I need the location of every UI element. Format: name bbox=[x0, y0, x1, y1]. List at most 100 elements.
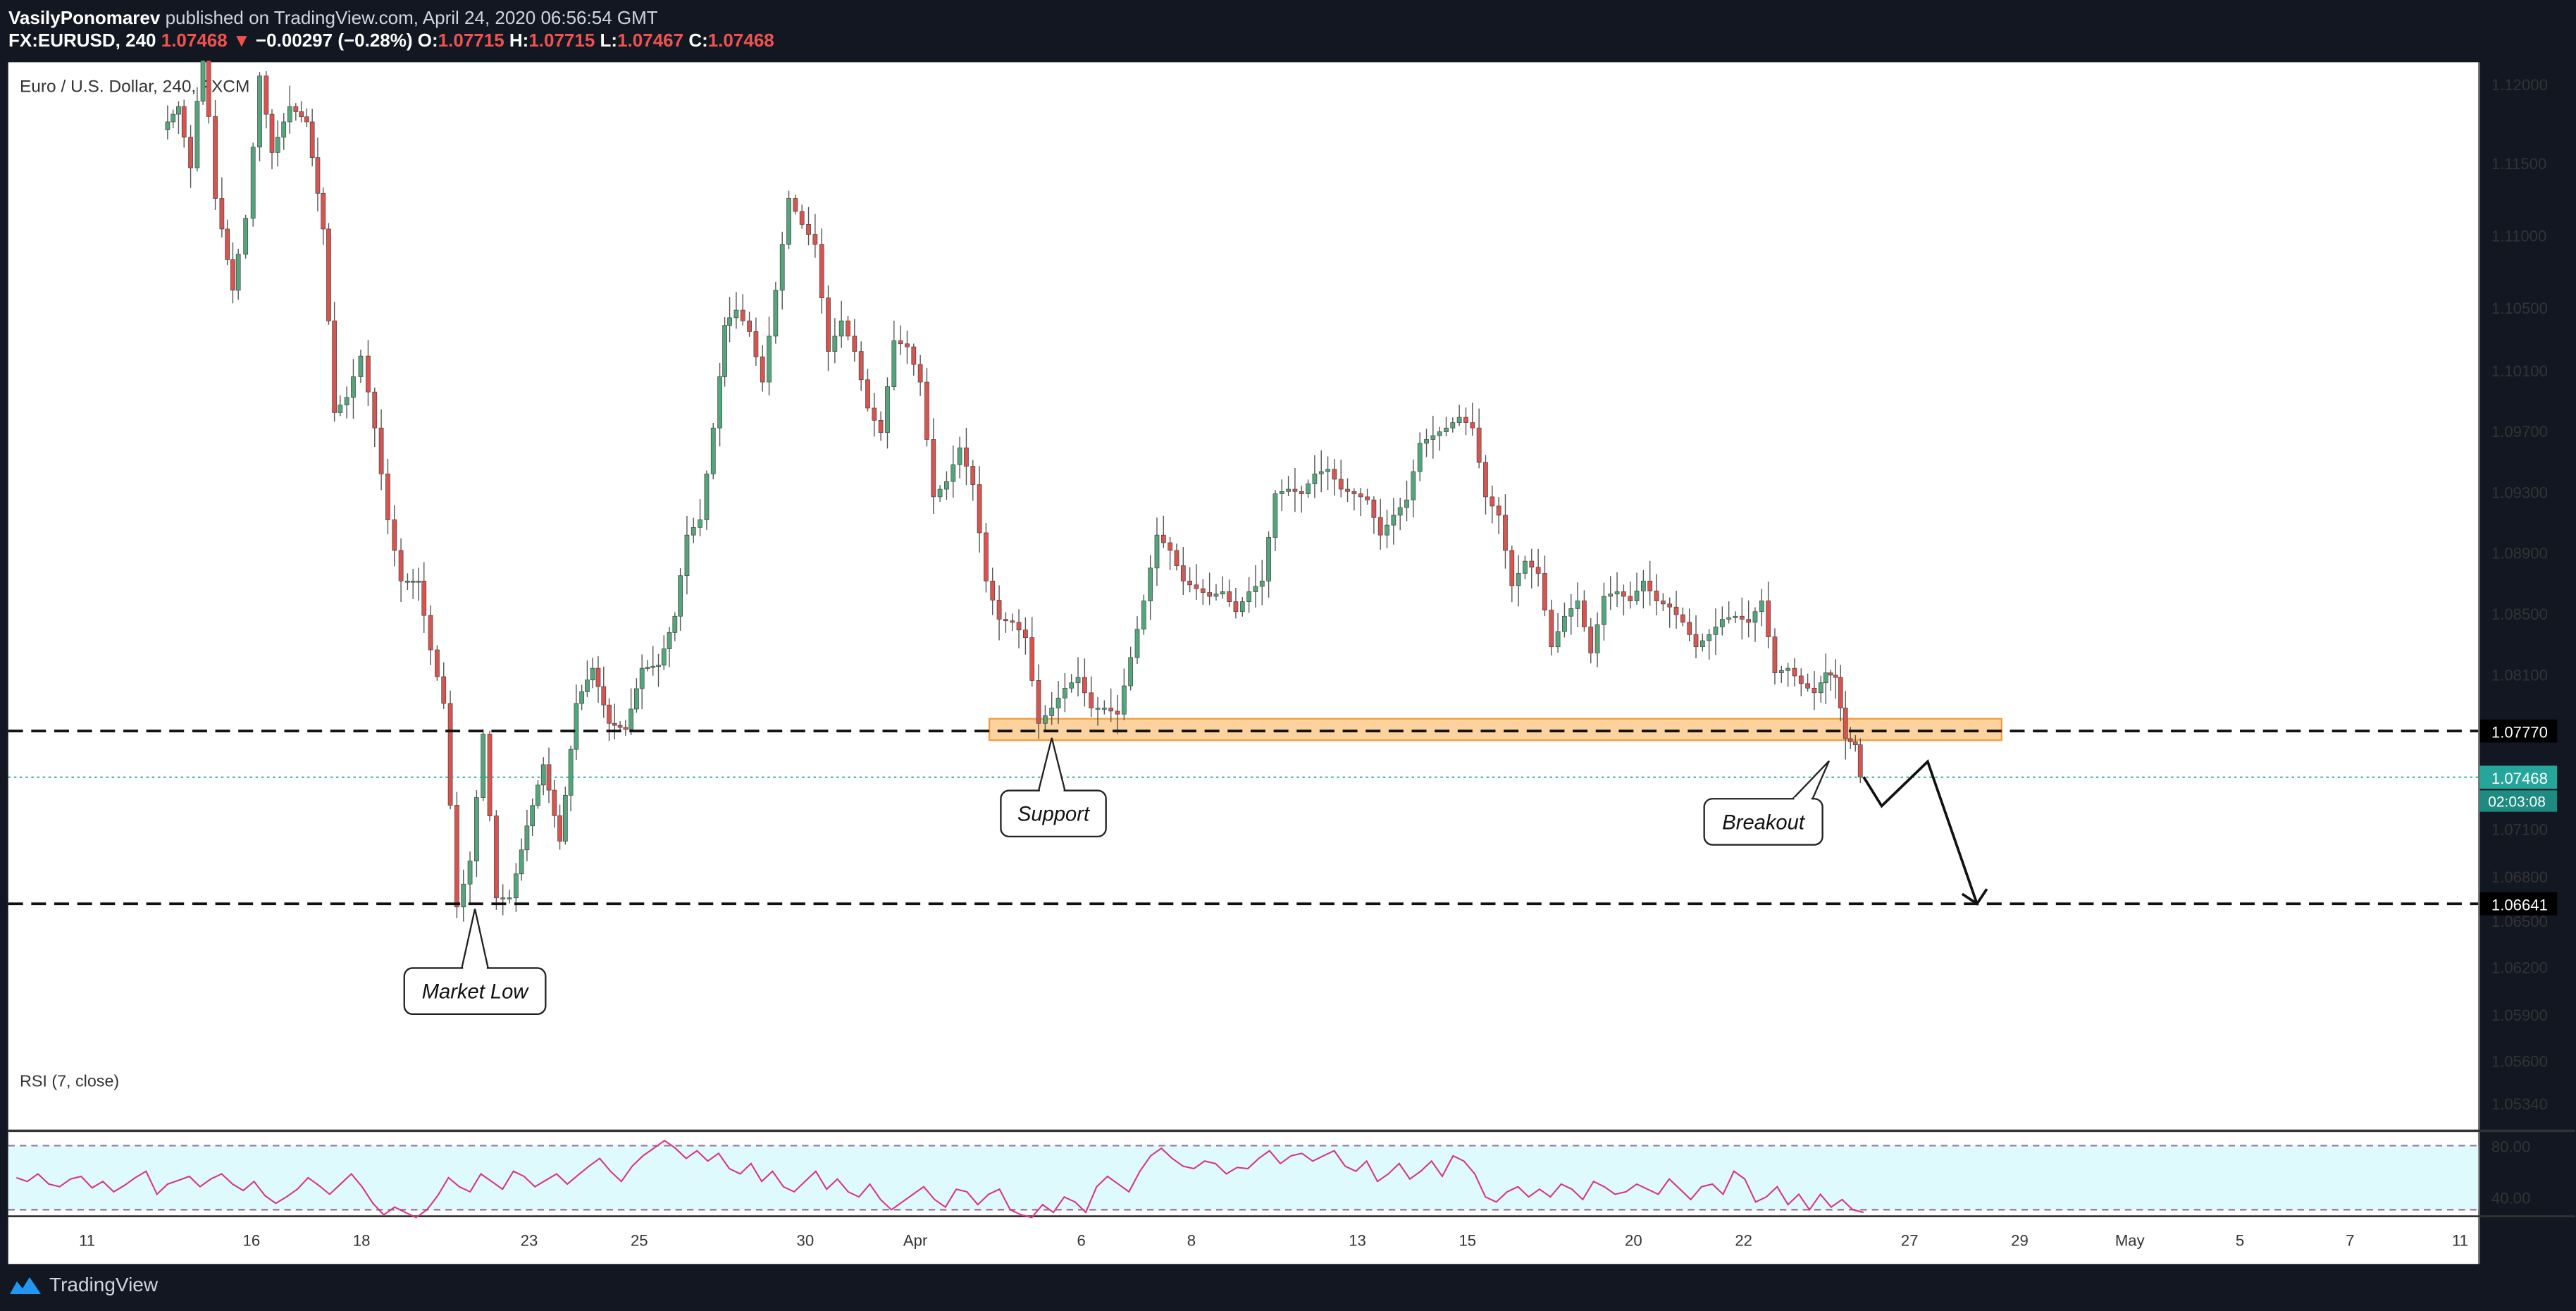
candle-body bbox=[984, 532, 989, 581]
candle-body bbox=[1509, 550, 1515, 586]
candle-body bbox=[428, 615, 433, 651]
candle-body bbox=[1568, 608, 1574, 617]
candle-body bbox=[990, 580, 996, 601]
candle-body bbox=[250, 147, 256, 219]
candle-body bbox=[740, 309, 745, 321]
time-tick-label: 11 bbox=[79, 1232, 95, 1250]
candle-body bbox=[513, 873, 519, 899]
candle-body bbox=[786, 198, 791, 245]
candle-body bbox=[661, 648, 667, 666]
candle-body bbox=[378, 427, 384, 474]
candle-body bbox=[1673, 606, 1679, 615]
breakout-callout: Breakout bbox=[1703, 760, 1831, 846]
price-tick-label: 1.05600 bbox=[2491, 1052, 2548, 1070]
candle-body bbox=[1444, 427, 1449, 432]
rsi-tick-label: 80.00 bbox=[2491, 1138, 2530, 1156]
candle-body bbox=[717, 376, 722, 429]
candle-body bbox=[181, 106, 187, 137]
candle-body bbox=[1312, 473, 1318, 484]
candle-body bbox=[917, 364, 923, 383]
price-tick-label: 1.10500 bbox=[2491, 300, 2548, 317]
candle-body bbox=[1082, 677, 1087, 694]
candle-body bbox=[1759, 601, 1764, 613]
candle-body bbox=[1253, 586, 1258, 592]
candle-body bbox=[1503, 515, 1508, 551]
candle-body bbox=[1318, 471, 1324, 474]
candle-body bbox=[1154, 534, 1160, 569]
candle-body bbox=[885, 386, 890, 433]
candle-body bbox=[1023, 629, 1028, 639]
candle-body bbox=[607, 704, 612, 724]
candle-body bbox=[225, 228, 230, 260]
brand[interactable]: TradingView bbox=[8, 1274, 158, 1296]
symbol-label[interactable]: FX:EURUSD, 240 bbox=[8, 30, 156, 51]
time-tick-label: 30 bbox=[797, 1232, 815, 1250]
level-price-label: 1.06641 bbox=[2491, 897, 2548, 914]
candle-body bbox=[372, 391, 378, 429]
high-value: 1.07715 bbox=[528, 30, 595, 51]
market-low-callout: Market Low bbox=[403, 909, 547, 1015]
candle-body bbox=[1621, 591, 1626, 597]
time-tick-label: 27 bbox=[1901, 1232, 1919, 1250]
candle-body bbox=[1128, 657, 1134, 687]
candle-body bbox=[1778, 670, 1784, 673]
candle-body bbox=[1332, 469, 1337, 480]
candle-body bbox=[1180, 565, 1186, 581]
candle-body bbox=[1660, 601, 1666, 605]
candle-body bbox=[1371, 499, 1377, 518]
candle-body bbox=[562, 794, 568, 842]
price-tick-label: 1.12000 bbox=[2491, 76, 2548, 94]
author-name[interactable]: VasilyPonomarev bbox=[8, 7, 161, 28]
footer-bar: TradingView bbox=[0, 1264, 2576, 1311]
candle-body bbox=[667, 632, 672, 649]
candle-body bbox=[1016, 622, 1022, 631]
candle-body bbox=[1483, 462, 1488, 498]
candle-body bbox=[1187, 580, 1193, 586]
candle-body bbox=[1036, 680, 1041, 724]
rsi-tick-label: 40.00 bbox=[2491, 1189, 2530, 1207]
candle-body bbox=[1792, 667, 1797, 677]
price-tick-label: 1.10100 bbox=[2491, 362, 2548, 380]
price-tick-label: 1.05900 bbox=[2491, 1007, 2548, 1024]
forecast-path bbox=[1862, 759, 1979, 904]
candle-body bbox=[1345, 488, 1350, 492]
candle-body bbox=[1010, 620, 1015, 623]
level-price-tag bbox=[2479, 892, 2558, 916]
breakout-box bbox=[1703, 798, 1823, 846]
candle-body bbox=[1385, 524, 1389, 536]
change-down-icon: ▼ bbox=[232, 30, 251, 51]
candle-body bbox=[1286, 488, 1291, 492]
candle-body bbox=[1101, 708, 1107, 710]
candle-body bbox=[487, 734, 493, 816]
candle-body bbox=[1549, 610, 1554, 648]
candle-body bbox=[416, 580, 421, 583]
candle-body bbox=[1075, 677, 1081, 684]
price-tick-label: 1.08900 bbox=[2491, 545, 2548, 562]
candle-body bbox=[540, 764, 546, 786]
candle-body bbox=[1857, 744, 1863, 777]
candle-body bbox=[970, 466, 976, 485]
candle-body bbox=[366, 355, 371, 393]
candle-body bbox=[1833, 675, 1838, 678]
candle-body bbox=[165, 121, 171, 130]
candle-body bbox=[299, 111, 304, 118]
level-price-tag bbox=[2479, 719, 2558, 743]
candle-body bbox=[1739, 615, 1745, 620]
chart-area[interactable]: Euro / U.S. Dollar, 240, FXCM RSI (7, cl… bbox=[0, 61, 2576, 1264]
candle-body bbox=[293, 106, 299, 112]
candle-body bbox=[727, 317, 732, 326]
candle-body bbox=[819, 244, 824, 298]
countdown-tag bbox=[2479, 790, 2558, 812]
candle-body bbox=[1843, 708, 1848, 739]
candle-body bbox=[1220, 591, 1225, 595]
candle-body bbox=[392, 519, 397, 551]
candle-body bbox=[846, 320, 850, 337]
price-tick-label: 1.11000 bbox=[2491, 228, 2546, 245]
candle-body bbox=[1095, 708, 1101, 710]
candle-body bbox=[507, 897, 512, 899]
price-tick-label: 1.09700 bbox=[2491, 423, 2548, 441]
candle-body bbox=[1805, 683, 1810, 689]
candle-body bbox=[672, 615, 678, 633]
ohlc-legend: FX:EURUSD, 240 1.07468 ▼ −0.00297 (−0.28… bbox=[8, 30, 774, 51]
candle-body bbox=[628, 708, 634, 730]
